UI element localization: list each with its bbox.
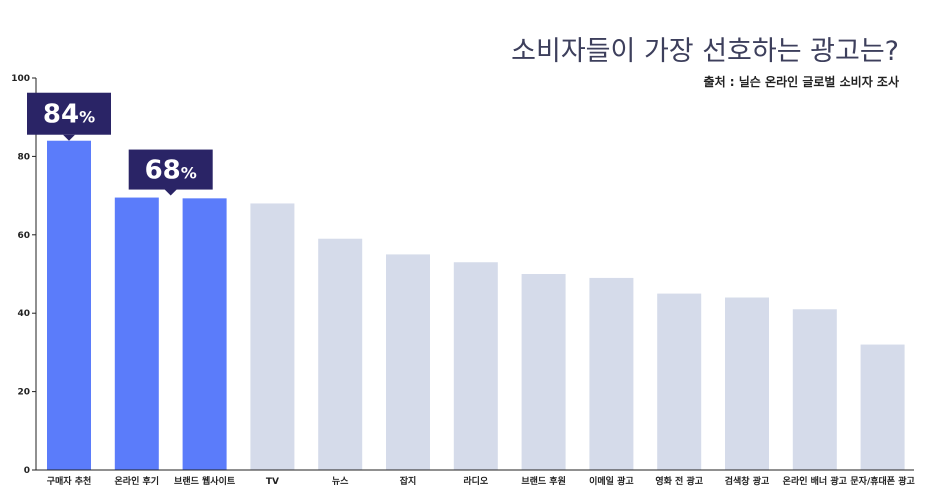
x-tick-label: 잡지: [400, 475, 417, 487]
x-tick-label: 영화 전 광고: [655, 475, 703, 487]
y-tick-label: 40: [17, 309, 30, 319]
x-tick-label: 검색창 광고: [725, 475, 770, 487]
bar: [860, 344, 905, 470]
x-tick-label: 온라인 후기: [115, 475, 160, 487]
y-axis: 0 20 40 60 80 100: [11, 74, 37, 476]
value-callout: 84%: [27, 92, 111, 141]
bar: [47, 140, 91, 470]
bar: [657, 293, 702, 470]
x-tick-label: 구매자 추천: [47, 475, 92, 487]
x-tick-label: 뉴스: [332, 476, 349, 487]
y-tick-label: 80: [17, 152, 30, 162]
callout-unit: %: [181, 164, 197, 183]
callout-label: 84%: [43, 100, 95, 130]
bar: [792, 309, 837, 470]
x-tick-label: TV: [266, 477, 279, 487]
callout-label: 68%: [145, 156, 197, 186]
callout-box: [27, 92, 111, 135]
callout-pointer: [164, 189, 177, 196]
callout-unit: %: [79, 108, 95, 127]
y-tick-label: 0: [24, 466, 30, 476]
x-tick-label: 라디오: [463, 475, 489, 487]
y-tick-label: 60: [17, 231, 30, 241]
y-tick-label: 20: [17, 388, 30, 398]
x-tick-label: 온라인 배너 광고: [783, 475, 847, 487]
bar: [386, 254, 430, 470]
callout-number: 68: [145, 156, 181, 186]
bar: [318, 238, 363, 470]
bar: [182, 198, 227, 470]
bar: [589, 277, 634, 470]
bar: [453, 262, 498, 470]
bar: [114, 197, 159, 470]
y-tick-label: 100: [11, 74, 30, 84]
bars-group: [47, 140, 905, 470]
callouts-group: 84%68%: [27, 92, 213, 196]
callout-box: [128, 149, 213, 190]
value-callout: 68%: [128, 149, 213, 196]
bar: [725, 297, 769, 470]
chart-subtitle: 출처 : 닐슨 온라인 글로벌 소비자 조사: [704, 74, 899, 89]
x-tick-label: 문자/휴대폰 광고: [850, 475, 914, 487]
x-tick-label: 브랜드 웹사이트: [174, 475, 236, 487]
bar: [521, 274, 566, 470]
x-axis-labels: 구매자 추천 온라인 후기 브랜드 웹사이트 TV 뉴스 잡지 라디오 브랜드 후원 이메일 광…: [47, 475, 915, 487]
bar: [250, 203, 295, 470]
x-tick-label: 브랜드 후원: [521, 475, 566, 487]
chart-title: 소비자들이 가장 선호하는 광고는?: [511, 36, 899, 67]
callout-pointer: [63, 134, 75, 141]
x-tick-label: 이메일 광고: [589, 475, 634, 487]
callout-number: 84: [43, 100, 79, 130]
